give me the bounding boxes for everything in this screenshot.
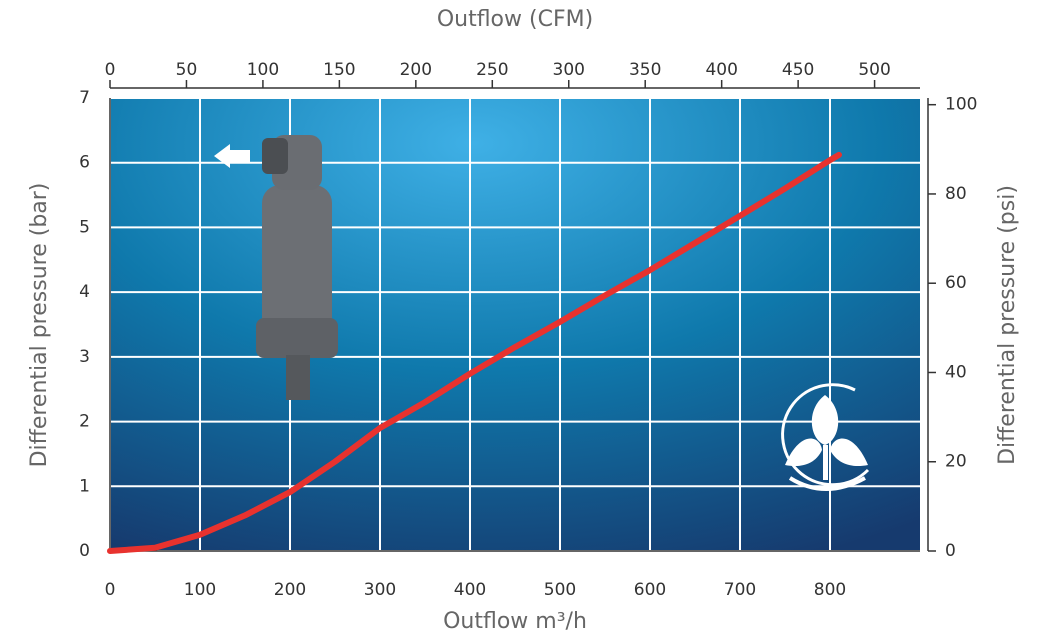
x-tick-label: 0 (105, 580, 116, 600)
y-axis-title: Differential pressure (bar) (27, 183, 52, 468)
x2-tick-label: 100 (247, 60, 279, 80)
x2-tick-label: 200 (400, 60, 432, 80)
x-axis-title: Outflow m³/h (443, 609, 587, 634)
y-tick-label: 1 (79, 476, 90, 496)
data-line (107, 151, 842, 554)
y2-tick-label: 0 (945, 541, 956, 561)
x2-tick-label: 300 (553, 60, 585, 80)
y-tick-label: 5 (79, 217, 90, 237)
y2-tick-label: 60 (945, 273, 967, 293)
x2-tick-label: 150 (323, 60, 355, 80)
y-tick-label: 2 (79, 412, 90, 432)
logo (781, 383, 870, 491)
x2-tick-label: 450 (782, 60, 814, 80)
y-tick-label: 6 (79, 153, 90, 173)
x-tick-label: 600 (634, 580, 666, 600)
y2-tick-label: 100 (945, 95, 977, 115)
y-tick-label: 7 (79, 88, 90, 108)
x2-tick-label: 250 (476, 60, 508, 80)
y2-tick-label: 40 (945, 362, 967, 382)
plot-background (110, 98, 920, 551)
x-tick-label: 800 (814, 580, 846, 600)
y-tick-label: 3 (79, 347, 90, 367)
y2-tick-label: 80 (945, 184, 967, 204)
y-tick-label: 0 (79, 541, 90, 561)
x2-tick-label: 350 (629, 60, 661, 80)
product-image (214, 135, 338, 400)
y2-tick-label: 20 (945, 452, 967, 472)
y-tick-label: 4 (79, 282, 90, 302)
x-tick-label: 200 (274, 580, 306, 600)
x2-tick-label: 50 (176, 60, 198, 80)
x-tick-label: 700 (724, 580, 756, 600)
x2-tick-label: 400 (705, 60, 737, 80)
top-axis-title: Outflow (CFM) (437, 7, 593, 32)
x-tick-label: 400 (454, 580, 486, 600)
y2-axis-title: Differential pressure (psi) (995, 185, 1020, 465)
x-tick-label: 100 (184, 580, 216, 600)
x-tick-label: 300 (364, 580, 396, 600)
x2-tick-label: 500 (858, 60, 890, 80)
x2-tick-label: 0 (105, 60, 116, 80)
x-tick-label: 500 (544, 580, 576, 600)
